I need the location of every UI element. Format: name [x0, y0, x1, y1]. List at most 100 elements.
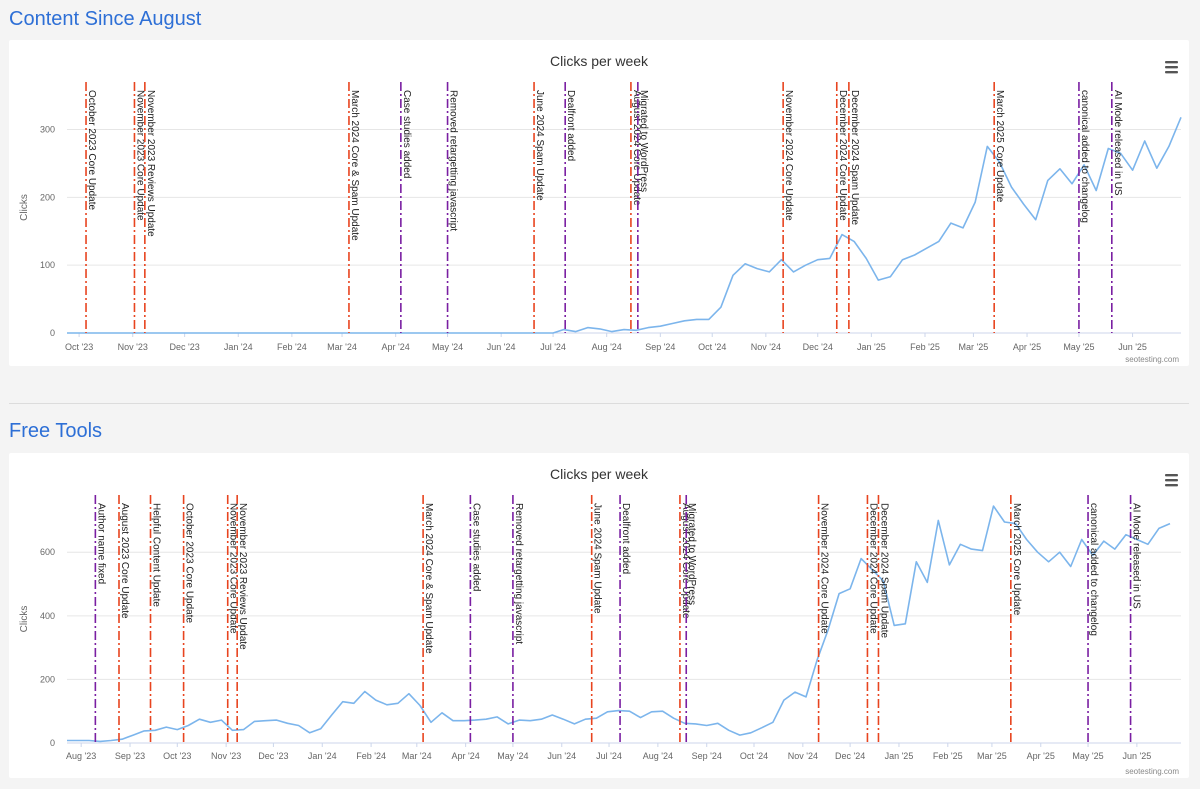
data-point[interactable]	[744, 263, 746, 265]
data-point[interactable]	[780, 259, 782, 261]
data-point[interactable]	[1143, 140, 1145, 142]
data-point[interactable]	[143, 730, 145, 732]
data-point[interactable]	[595, 717, 597, 719]
data-point[interactable]	[1147, 543, 1149, 545]
data-point[interactable]	[187, 724, 189, 726]
data-point[interactable]	[77, 739, 79, 741]
data-point[interactable]	[706, 724, 708, 726]
data-point[interactable]	[99, 740, 101, 742]
data-point[interactable]	[893, 624, 895, 626]
data-point[interactable]	[948, 564, 950, 566]
data-point[interactable]	[209, 721, 211, 723]
data-point[interactable]	[783, 699, 785, 701]
data-point[interactable]	[242, 728, 244, 730]
data-point[interactable]	[540, 718, 542, 720]
data-point[interactable]	[1047, 179, 1049, 181]
data-point[interactable]	[562, 718, 564, 720]
data-point[interactable]	[319, 727, 321, 729]
data-point[interactable]	[1156, 167, 1158, 169]
data-point[interactable]	[176, 728, 178, 730]
data-point[interactable]	[805, 696, 807, 698]
data-point[interactable]	[584, 718, 586, 720]
data-point[interactable]	[761, 727, 763, 729]
data-point[interactable]	[661, 710, 663, 712]
data-point[interactable]	[1036, 551, 1038, 553]
data-point[interactable]	[772, 721, 774, 723]
data-point[interactable]	[937, 519, 939, 521]
data-point[interactable]	[518, 719, 520, 721]
data-point[interactable]	[1107, 147, 1109, 149]
data-point[interactable]	[1034, 219, 1036, 221]
data-point[interactable]	[647, 326, 649, 328]
data-point[interactable]	[1169, 522, 1171, 524]
data-point[interactable]	[551, 714, 553, 716]
data-point[interactable]	[962, 227, 964, 229]
data-point[interactable]	[110, 739, 112, 741]
data-point[interactable]	[397, 702, 399, 704]
data-point[interactable]	[1180, 116, 1182, 118]
data-point[interactable]	[728, 729, 730, 731]
data-point[interactable]	[768, 271, 770, 273]
data-point[interactable]	[474, 719, 476, 721]
data-point[interactable]	[841, 233, 843, 235]
data-point[interactable]	[297, 724, 299, 726]
data-point[interactable]	[950, 222, 952, 224]
data-point[interactable]	[386, 704, 388, 706]
data-point[interactable]	[463, 720, 465, 722]
data-point[interactable]	[165, 726, 167, 728]
data-point[interactable]	[574, 330, 576, 332]
data-point[interactable]	[606, 711, 608, 713]
credits-link[interactable]: seotesting.com	[1125, 767, 1179, 776]
data-point[interactable]	[529, 720, 531, 722]
data-point[interactable]	[1125, 534, 1127, 536]
data-point[interactable]	[375, 699, 377, 701]
data-point[interactable]	[353, 702, 355, 704]
data-point[interactable]	[672, 717, 674, 719]
data-point[interactable]	[507, 723, 509, 725]
credits-link[interactable]: seotesting.com	[1125, 355, 1179, 364]
data-point[interactable]	[981, 549, 983, 551]
data-point[interactable]	[1047, 561, 1049, 563]
data-point[interactable]	[286, 722, 288, 724]
data-point[interactable]	[496, 716, 498, 718]
data-point[interactable]	[913, 254, 915, 256]
data-point[interactable]	[635, 329, 637, 331]
data-point[interactable]	[938, 240, 940, 242]
hamburger-menu-icon[interactable]	[1165, 474, 1178, 487]
data-point[interactable]	[121, 738, 123, 740]
data-point[interactable]	[1003, 521, 1005, 523]
data-point[interactable]	[342, 700, 344, 702]
data-point[interactable]	[904, 623, 906, 625]
data-point[interactable]	[1131, 169, 1133, 171]
data-point[interactable]	[695, 318, 697, 320]
data-point[interactable]	[915, 561, 917, 563]
data-point[interactable]	[877, 279, 879, 281]
data-point[interactable]	[926, 247, 928, 249]
data-point[interactable]	[562, 328, 564, 330]
data-point[interactable]	[829, 257, 831, 259]
data-point[interactable]	[750, 732, 752, 734]
data-point[interactable]	[671, 322, 673, 324]
data-point[interactable]	[419, 704, 421, 706]
data-point[interactable]	[1059, 168, 1061, 170]
data-point[interactable]	[1095, 189, 1097, 191]
data-point[interactable]	[198, 718, 200, 720]
data-point[interactable]	[804, 264, 806, 266]
data-point[interactable]	[1114, 548, 1116, 550]
data-point[interactable]	[1022, 203, 1024, 205]
data-point[interactable]	[623, 328, 625, 330]
data-point[interactable]	[611, 330, 613, 332]
hamburger-menu-icon[interactable]	[1165, 61, 1178, 74]
data-point[interactable]	[275, 719, 277, 721]
data-point[interactable]	[683, 320, 685, 322]
data-point[interactable]	[599, 328, 601, 330]
data-point[interactable]	[430, 721, 432, 723]
data-point[interactable]	[970, 548, 972, 550]
data-point[interactable]	[986, 145, 988, 147]
data-point[interactable]	[452, 720, 454, 722]
data-point[interactable]	[1058, 551, 1060, 553]
data-point[interactable]	[817, 259, 819, 261]
data-point[interactable]	[1010, 186, 1012, 188]
data-point[interactable]	[66, 332, 68, 334]
data-point[interactable]	[1168, 145, 1170, 147]
